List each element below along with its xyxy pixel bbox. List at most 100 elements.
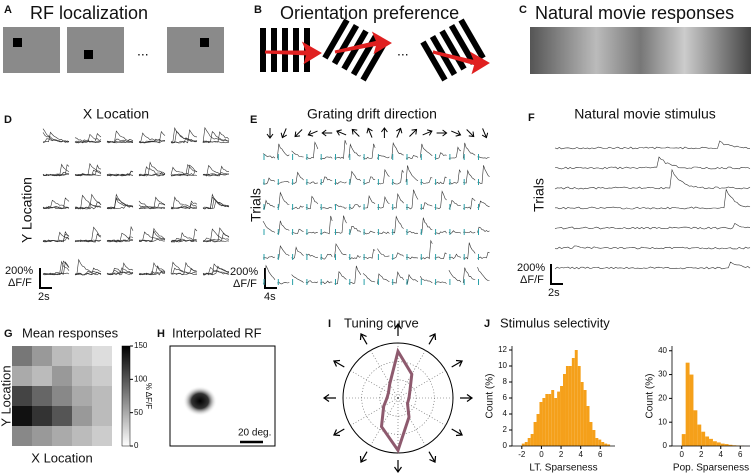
trace [291,274,304,283]
direction-arrow [380,127,388,138]
panel-letter: G [4,328,13,340]
trace [554,168,751,190]
heatmap-cell [12,406,32,426]
trace [138,202,166,210]
trace [377,195,390,209]
trace [203,265,229,276]
y-axis-label: Count (%) [485,373,496,418]
heatmap-cell [52,366,72,386]
trace [262,177,276,185]
trace [74,203,102,210]
trace [348,143,361,158]
hist-bar [560,386,564,446]
heatmap-cell [92,426,112,446]
panel-letter: J [484,318,490,330]
polar-spoke [397,397,446,426]
hist-bar [601,442,605,446]
trace [291,246,304,260]
trace [139,231,166,242]
trace [320,253,333,260]
direction-arrow [436,129,448,137]
direction-arrow [396,127,403,138]
polar-spoke [370,350,399,399]
trace [74,139,102,144]
polar-spoke [397,370,446,399]
hist-bar [598,439,602,446]
heatmap-cell [72,406,92,426]
direction-arrow [336,129,347,136]
trace [377,273,390,284]
trace [106,130,134,143]
hist-bar [574,350,578,446]
trace [138,130,166,144]
colorbar [121,345,131,447]
trace [362,273,376,283]
hist-bar [681,434,686,446]
heatmap-cell [72,346,92,366]
hist-bar [568,366,572,446]
trace [74,132,102,144]
heatmap-cell [12,366,32,386]
x-axis-label: X Location [31,450,92,465]
x-tick-label: 4 [578,450,583,459]
x-tick-label: 2 [699,450,704,459]
direction-arrow [460,394,474,402]
trace [262,256,276,259]
direction-arrow [422,129,433,136]
y-tick-label: 8 [503,377,508,386]
grating [260,28,310,72]
arrow [432,50,490,75]
trace [477,226,490,233]
trace [477,266,490,281]
trace [334,215,347,234]
trace [277,245,290,259]
trace [405,165,419,183]
hist-bar [580,382,584,446]
direction-arrow [359,451,368,463]
trace [448,169,462,185]
polar-spoke [397,397,426,446]
trace [170,170,198,177]
direction-arrow [280,128,287,139]
trace [42,131,70,144]
hist-bar [548,394,552,446]
trace [42,164,70,177]
trace [305,141,319,159]
trace [463,242,476,260]
panel-title: Natural movie stimulus [574,106,716,122]
panel-letter: H [157,328,165,340]
trace [348,254,361,260]
trace [277,281,290,285]
hist-bar [589,422,593,446]
scale-bar [550,264,563,285]
trace [106,239,133,242]
grating [420,18,486,82]
colorbar-tick-label: 0 [134,441,139,450]
colorbar-label: % ΔF/F [144,383,153,409]
trace [74,137,102,143]
hist-bar [701,431,706,446]
hist-bar [709,438,713,446]
scale-label: 20 deg. [238,428,271,439]
trace [262,153,276,159]
trace [262,221,276,233]
trace [334,243,347,258]
heatmap-cell [72,366,92,386]
trace [477,156,490,159]
trace [305,253,318,258]
hist-bar [521,443,525,446]
trace [362,176,376,184]
heatmap-cell [32,346,52,366]
trace [362,143,376,160]
panel-letter: I [328,318,331,330]
y-axis-label: Y Location [0,365,13,426]
scale-label: 200% [517,262,545,274]
y-tick-label: 6 [503,393,508,402]
trace [554,222,751,230]
y-tick-label: 2 [503,425,508,434]
arrow [334,31,392,55]
panel-title: Interpolated RF [172,325,262,340]
x-tick-label: 4 [719,450,724,459]
trace [320,280,333,285]
hist-bar [577,366,581,446]
